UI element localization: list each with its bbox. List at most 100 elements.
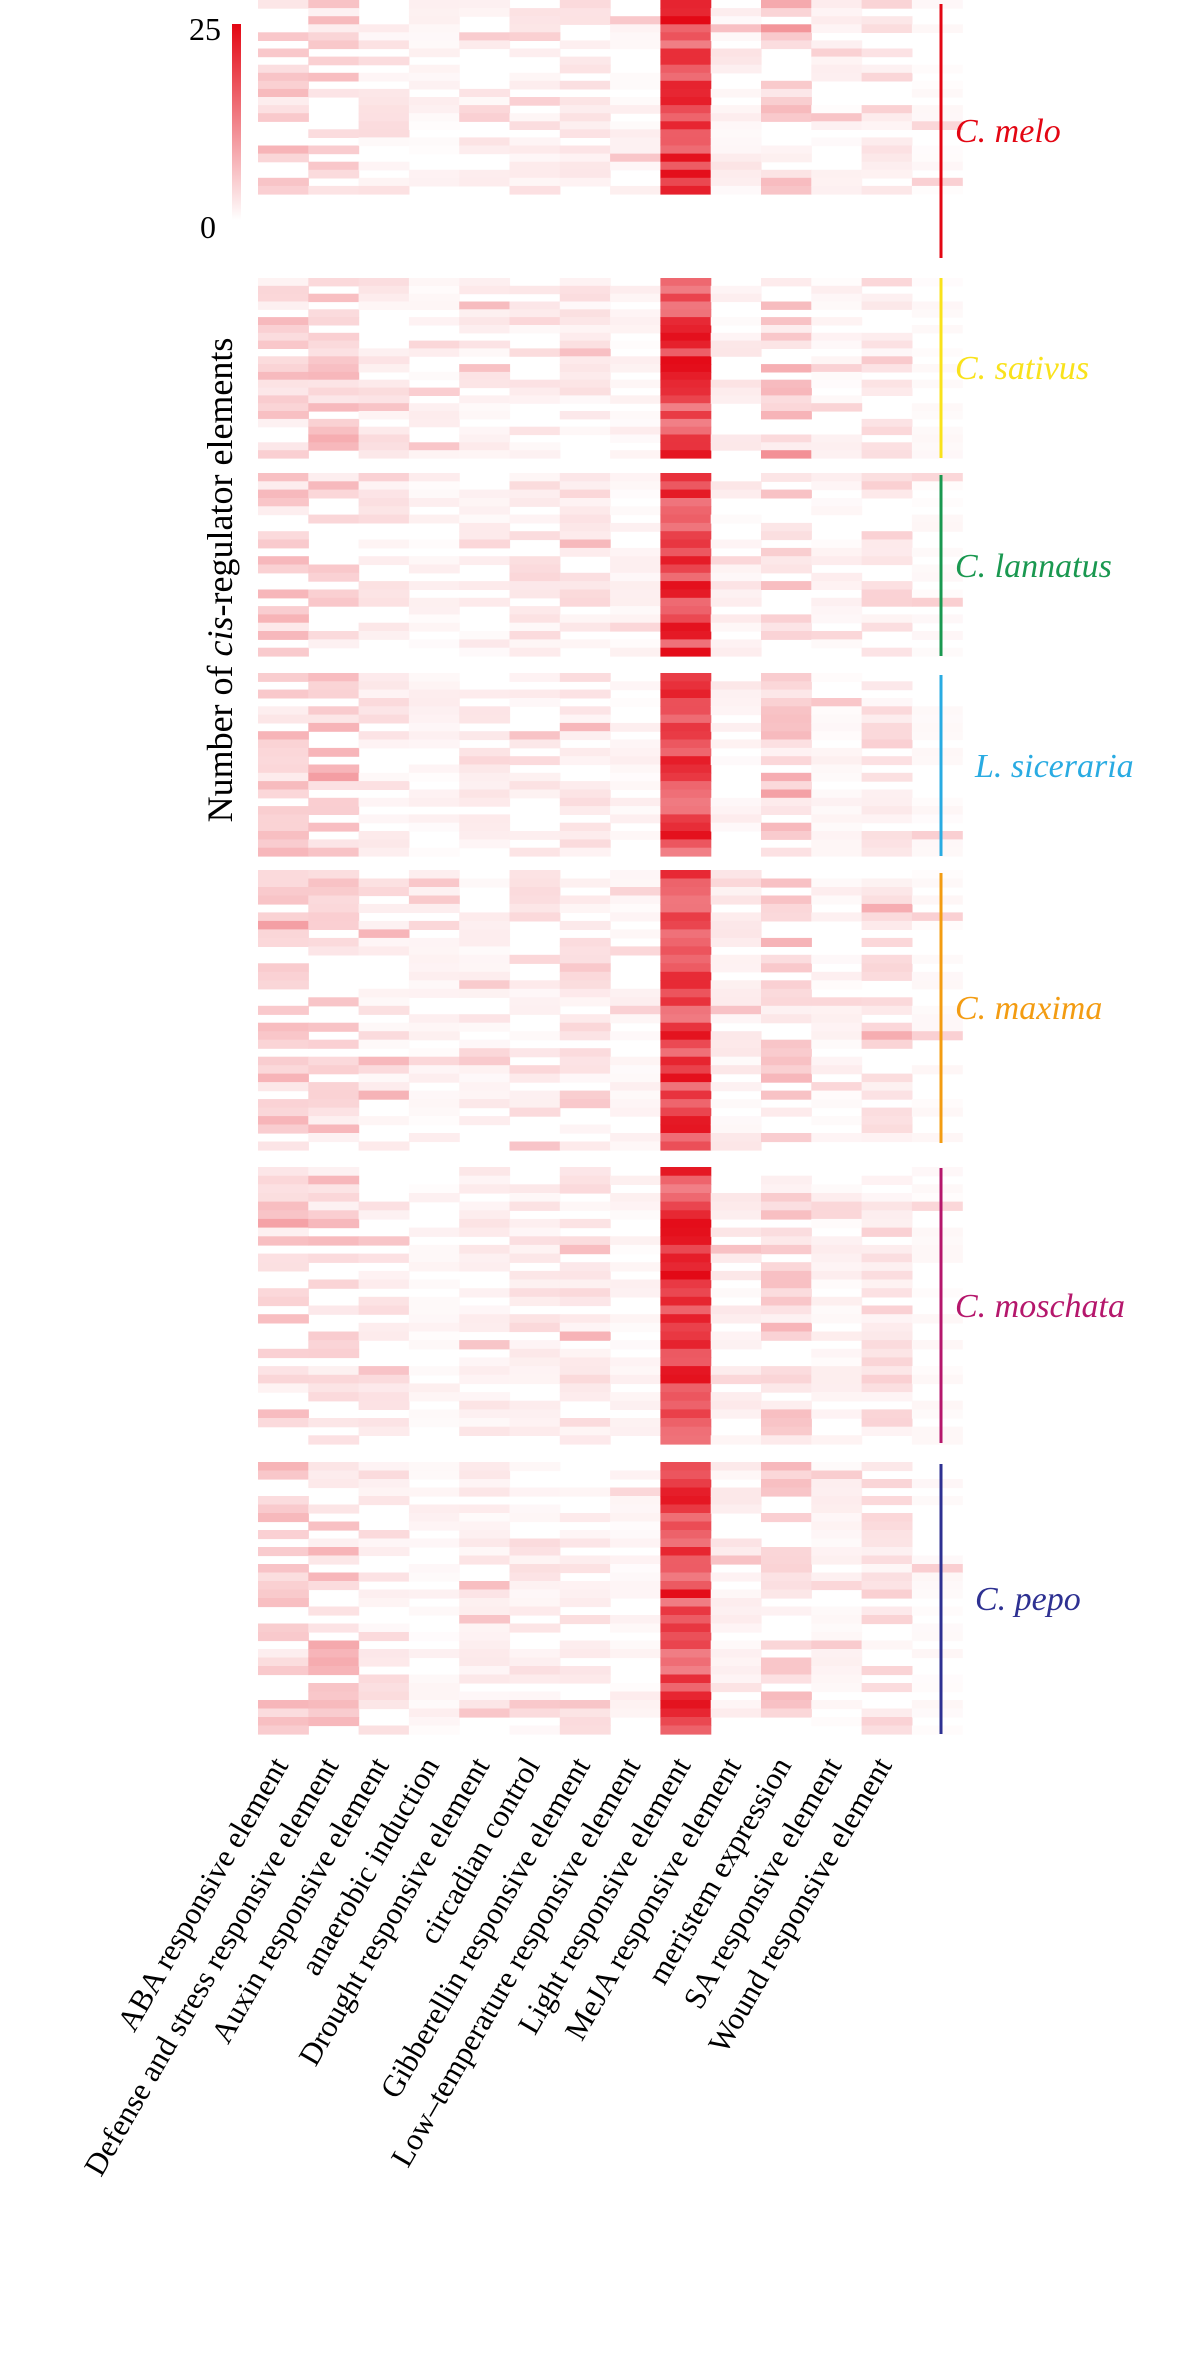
heatmap-cell (258, 839, 309, 849)
heatmap-cell (610, 929, 661, 939)
heatmap-cell (811, 614, 863, 624)
heatmap-cell (911, 731, 963, 741)
heatmap-cell (509, 161, 561, 171)
heatmap-cell (911, 1201, 963, 1211)
heatmap-cell (408, 772, 460, 782)
heatmap-cell (559, 797, 611, 807)
heatmap-cell (811, 121, 863, 130)
heatmap-cell (861, 356, 913, 365)
heatmap-cell (610, 434, 661, 443)
heatmap-cell (660, 822, 712, 832)
heatmap-cell (861, 1348, 913, 1359)
heatmap-cell (559, 364, 611, 373)
heatmap-cell (911, 1107, 963, 1117)
heatmap-cell (610, 137, 661, 147)
heatmap-cell (509, 1244, 561, 1255)
heatmap-cell (861, 1022, 913, 1032)
heatmap-cell (861, 971, 913, 981)
heatmap-cell (861, 1392, 913, 1402)
heatmap-cell (308, 293, 360, 303)
heatmap-cell (408, 946, 460, 956)
heatmap-cell (811, 722, 863, 732)
heatmap-cell (761, 1175, 812, 1185)
heatmap-cell (559, 1201, 611, 1211)
heatmap-cell (258, 1124, 309, 1134)
heatmap-cell (258, 531, 309, 541)
heatmap-cell (761, 1133, 812, 1143)
heatmap-cell (911, 1572, 963, 1582)
heatmap-cell (610, 887, 661, 897)
heatmap-cell (258, 379, 309, 389)
heatmap-cell (660, 1022, 712, 1032)
heatmap-cell (308, 1193, 360, 1203)
heatmap-cell (459, 1470, 511, 1480)
heatmap-cell (408, 698, 460, 707)
heatmap-cell (408, 1409, 460, 1419)
heatmap-cell (811, 1606, 863, 1616)
heatmap-cell (408, 450, 460, 459)
heatmap-cell (358, 403, 410, 412)
heatmap-cell (861, 1725, 913, 1735)
heatmap-cell (710, 572, 762, 582)
heatmap-cell (358, 589, 410, 599)
heatmap-cell (459, 1649, 511, 1659)
heatmap-cell (660, 689, 712, 699)
heatmap-cell (509, 1666, 561, 1676)
heatmap-cell (911, 1409, 963, 1419)
heatmap-cell (811, 481, 863, 491)
color-legend-bar (232, 24, 241, 220)
heatmap-cell (610, 1640, 661, 1650)
heatmap-cell (509, 698, 561, 707)
heatmap-cell (660, 1470, 712, 1480)
heatmap-cell (258, 920, 309, 930)
heatmap-cell (308, 1056, 360, 1066)
heatmap-cell (660, 722, 712, 732)
heatmap-cell (509, 895, 561, 905)
heatmap-cell (459, 1056, 511, 1066)
heatmap-cell (559, 40, 611, 50)
heatmap-cell (459, 1374, 511, 1385)
heatmap-cell (308, 1479, 360, 1489)
heatmap-cell (710, 912, 762, 922)
heatmap-cell (811, 169, 863, 179)
heatmap-cell (258, 1253, 309, 1263)
heatmap-cell (761, 1581, 812, 1591)
heatmap-cell (358, 839, 410, 849)
heatmap-cell (509, 789, 561, 799)
heatmap-cell (509, 564, 561, 574)
heatmap-cell (459, 1082, 511, 1092)
heatmap-cell (811, 1116, 863, 1126)
heatmap-cell (408, 606, 460, 615)
heatmap-cell (660, 105, 712, 114)
heatmap-cell (559, 847, 611, 857)
heatmap-cell (660, 481, 712, 491)
heatmap-cell (610, 24, 661, 33)
heatmap-cell (559, 1538, 611, 1548)
heatmap-cell (660, 1099, 712, 1109)
heatmap-cell (660, 556, 712, 566)
heatmap-cell (710, 177, 762, 187)
heatmap-cell (258, 1409, 309, 1419)
heatmap-cell (258, 364, 309, 373)
heatmap-cell (811, 1005, 863, 1015)
heatmap-cell (258, 1530, 309, 1540)
heatmap-cell (710, 1366, 762, 1376)
heatmap-cell (710, 64, 762, 74)
heatmap-cell (861, 847, 913, 857)
heatmap-cell (710, 622, 762, 632)
heatmap-cell (459, 988, 511, 998)
heatmap-cell (258, 895, 309, 905)
heatmap-cell (660, 1418, 712, 1428)
heatmap-cell (761, 1279, 812, 1289)
heatmap-cell (811, 1039, 863, 1049)
heatmap-cell (308, 1606, 360, 1616)
heatmap-cell (358, 597, 410, 607)
heatmap-cell (559, 903, 611, 913)
y-axis-label-part-2: cis (200, 616, 240, 656)
heatmap-cell (308, 379, 360, 389)
heatmap-cell (610, 32, 661, 41)
heatmap-cell (559, 8, 611, 17)
heatmap-cell (459, 920, 511, 930)
heatmap-cell (308, 481, 360, 491)
heatmap-cell (459, 1022, 511, 1032)
